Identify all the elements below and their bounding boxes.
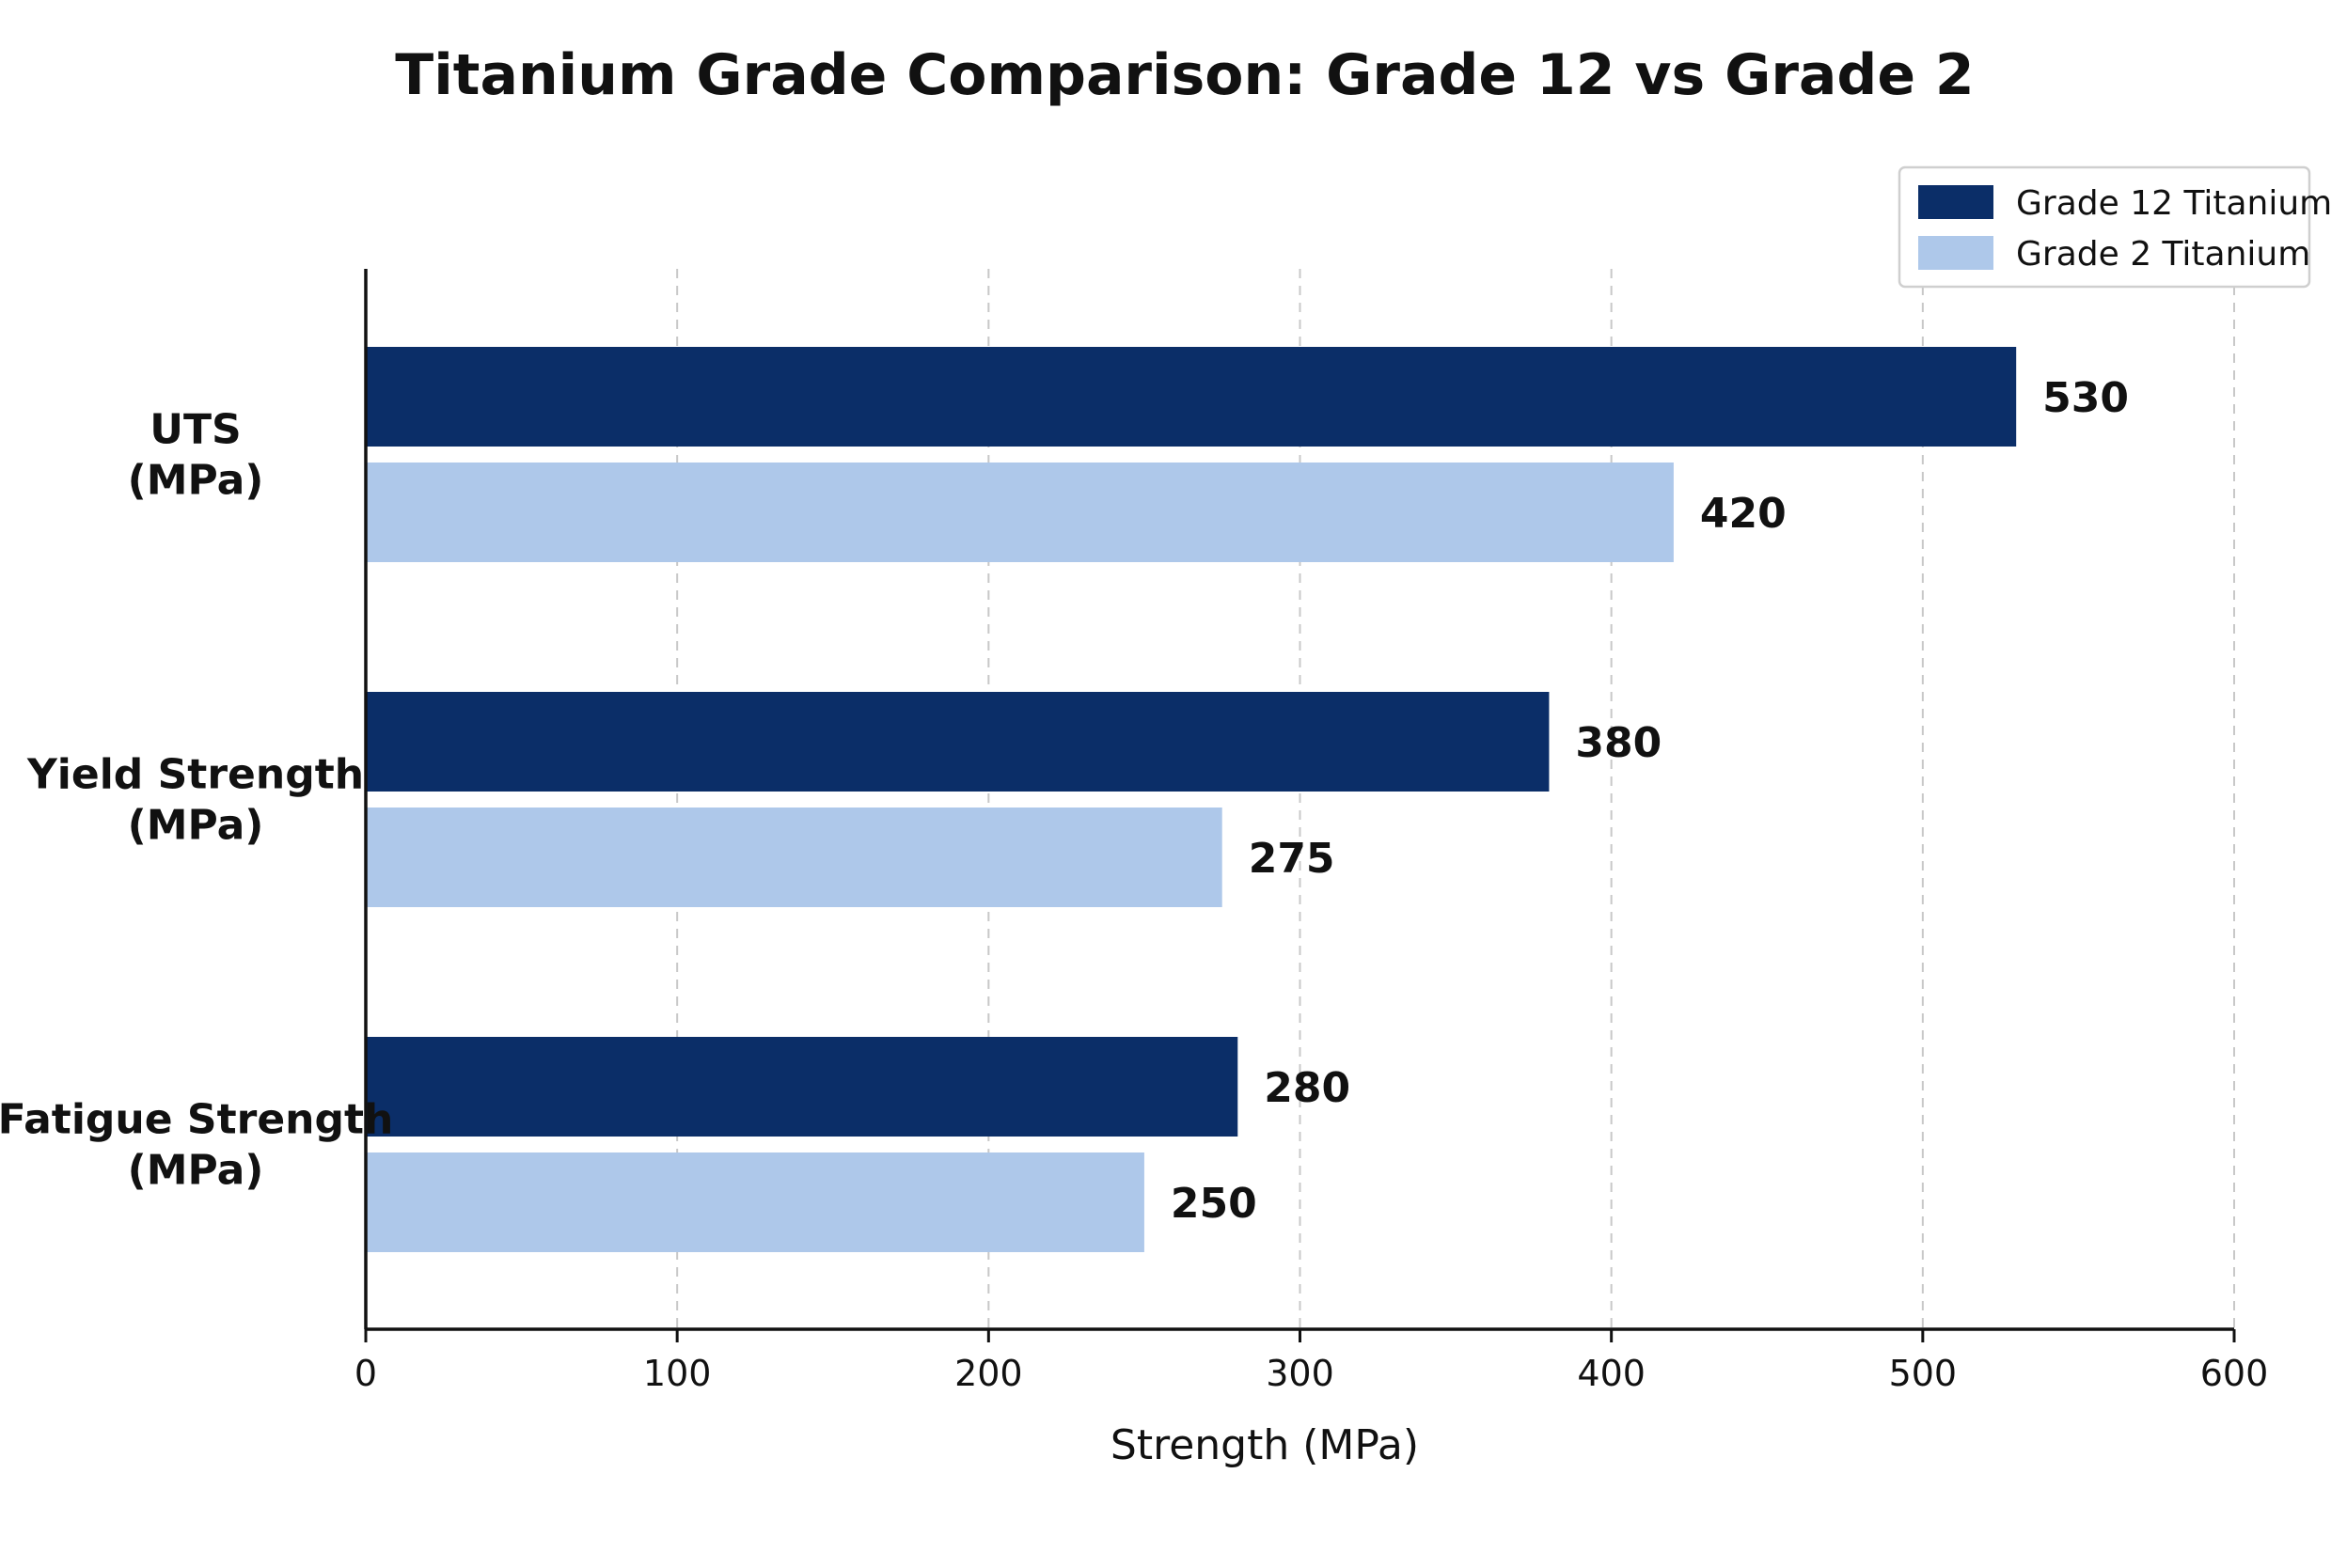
category-label: (MPa) [128,457,264,505]
bar-grade12-1 [366,692,1550,792]
bar-grade2-0 [366,463,1674,562]
category-label: (MPa) [128,1147,264,1195]
category-label: Fatigue Strength [0,1096,393,1144]
category-label: UTS [150,406,241,454]
category-labels: UTS(MPa)Yield Strength(MPa)Fatigue Stren… [0,406,393,1195]
x-tick-label: 400 [1577,1353,1646,1394]
bar-grade2-1 [366,808,1222,907]
legend-label: Grade 12 Titanium [2016,184,2332,223]
data-label: 530 [2042,374,2129,422]
bar-grade2-2 [366,1152,1144,1252]
x-tick-label: 300 [1266,1353,1334,1394]
category-label: (MPa) [128,802,264,850]
data-label: 250 [1171,1180,1257,1228]
legend-label: Grade 2 Titanium [2016,235,2310,274]
category-label: Yield Strength [26,751,364,799]
x-tick-label: 600 [2200,1353,2269,1394]
legend-swatch [1918,185,1993,219]
data-labels: 530 420 380 275 280 250 [1171,374,2129,1228]
legend-items: Grade 12 Titanium Grade 2 Titanium [1918,184,2332,274]
legend-swatch [1918,236,1993,270]
data-label: 280 [1264,1064,1350,1112]
x-axis-label: Strength (MPa) [1110,1421,1419,1469]
bar-grade12-0 [366,347,2017,447]
x-axis-ticks: 0 100 200 300 400 500 600 [354,1329,2268,1394]
legend-box [1898,165,2311,289]
x-tick-label: 100 [643,1353,712,1394]
data-label: 380 [1575,719,1662,767]
data-label: 420 [1700,490,1787,538]
data-label: 275 [1249,835,1335,883]
x-tick-label: 200 [954,1353,1023,1394]
bars [366,347,2017,1252]
x-tick-label: 500 [1889,1353,1958,1394]
bar-grade12-2 [366,1037,1238,1137]
chart-title: Titanium Grade Comparison: Grade 12 vs G… [395,42,1974,108]
legend[interactable]: Grade 12 Titanium Grade 2 Titanium [1898,165,2332,289]
x-tick-label: 0 [354,1353,377,1394]
